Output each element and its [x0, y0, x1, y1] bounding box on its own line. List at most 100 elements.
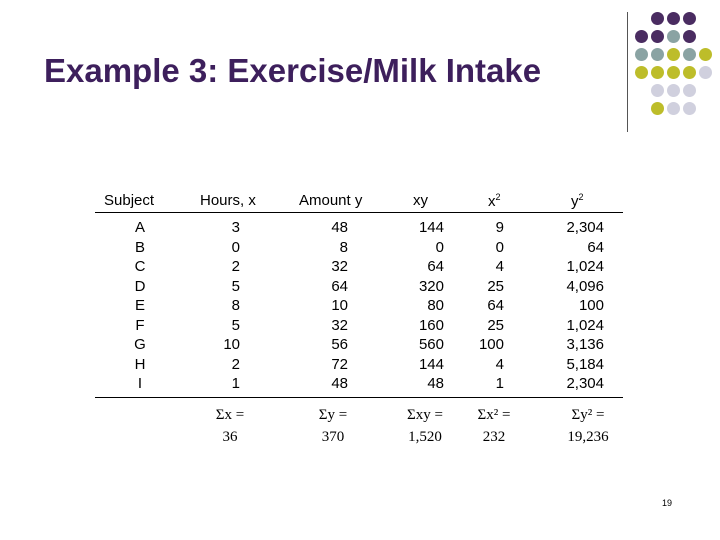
table-cell-hours-4: 5 — [231, 277, 240, 295]
table-cell-y2-7: 3,136 — [566, 336, 604, 353]
decor-dot — [683, 66, 696, 79]
header-x2-base: x — [488, 193, 496, 210]
table-cell-y2-1: 2,304 — [566, 219, 604, 236]
table-cell-subjects-2: B — [134, 238, 145, 256]
sum-y: Σy = 370 — [303, 404, 363, 448]
table-cell-y2-2: 64 — [587, 238, 604, 256]
sum-y2-label: Σy² = — [571, 407, 605, 423]
decor-dot — [667, 48, 680, 61]
header-hours: Hours, x — [200, 192, 256, 209]
decor-dot — [651, 30, 664, 43]
column-x2: 9 0 4 25 64 25 100 4 1 — [468, 218, 504, 394]
page-number: 19 — [662, 498, 673, 508]
decor-dot — [667, 66, 680, 79]
decor-dot — [683, 84, 696, 97]
table-cell-amount-2: 8 — [339, 238, 348, 256]
table-cell-subjects-8: H — [134, 355, 146, 373]
sum-xy-label: Σxy = — [407, 407, 443, 423]
decor-dot — [635, 30, 648, 43]
table-cell-y2-9: 2,304 — [566, 375, 604, 392]
table-cell-x2-2: 0 — [495, 238, 504, 256]
sum-x-label: Σx = — [215, 407, 245, 423]
decor-dot — [651, 84, 664, 97]
table-cell-amount-4: 64 — [331, 277, 348, 295]
decor-dot — [651, 12, 664, 25]
decor-dot — [683, 48, 696, 61]
table-cell-amount-3: 32 — [331, 258, 348, 275]
column-xy: 144 0 64 320 80 160 560 144 48 — [400, 218, 444, 394]
table-cell-subjects-4: D — [134, 277, 146, 295]
table-cell-amount-9: 48 — [331, 375, 348, 392]
table-cell-subjects-9: I — [137, 375, 143, 392]
decor-dot — [667, 84, 680, 97]
table-cell-hours-5: 8 — [231, 297, 240, 314]
sum-y2-value: 19,236 — [567, 429, 609, 445]
table-cell-amount-8: 72 — [331, 355, 348, 373]
table-cell-xy-4: 320 — [418, 277, 444, 295]
table-cell-subjects-3: C — [134, 258, 146, 275]
column-amount: 48 8 32 64 10 32 56 72 48 — [310, 218, 348, 394]
table-cell-y2-8: 5,184 — [566, 355, 604, 373]
header-amount: Amount y — [299, 192, 363, 209]
table-cell-x2-9: 1 — [495, 375, 504, 392]
table-cell-x2-4: 25 — [487, 277, 504, 295]
header-subject: Subject — [104, 192, 155, 209]
header-x2-exponent: 2 — [495, 192, 501, 202]
table-cell-amount-7: 56 — [331, 336, 348, 353]
table-cell-xy-5: 80 — [427, 297, 444, 314]
table-cell-x2-1: 9 — [495, 219, 504, 236]
slide-title: Example 3: Exercise/Milk Intake — [44, 52, 542, 89]
decor-dot — [683, 102, 696, 115]
sum-rule — [95, 397, 623, 398]
table-cell-hours-2: 0 — [231, 238, 240, 256]
decor-dot — [651, 102, 664, 115]
header-y2-base: y — [571, 193, 579, 210]
decor-dot — [651, 48, 664, 61]
table-cell-hours-1: 3 — [231, 219, 240, 236]
decor-dot — [635, 66, 648, 79]
table-cell-y2-5: 100 — [578, 297, 604, 314]
sum-x2: Σx² = 232 — [463, 404, 525, 448]
table-cell-hours-3: 2 — [231, 258, 240, 275]
sum-x2-value: 232 — [482, 429, 506, 445]
sum-x: Σx = 36 — [200, 404, 260, 448]
table-cell-subjects-5: E — [134, 297, 145, 314]
table-cell-hours-6: 5 — [231, 316, 240, 334]
sum-x2-label: Σx² = — [477, 407, 511, 423]
decor-dot — [635, 48, 648, 61]
table-cell-xy-9: 48 — [427, 375, 444, 392]
sum-xy-value: 1,520 — [408, 429, 442, 445]
table-cell-y2-6: 1,024 — [566, 316, 604, 334]
table-cell-xy-2: 0 — [435, 238, 444, 256]
column-y2: 2,304 64 1,024 4,096 100 1,024 3,136 5,184 2,304 — [548, 218, 604, 394]
header-xy: xy — [413, 192, 428, 209]
table-cell-subjects-7: G — [134, 336, 146, 353]
table-cell-y2-3: 1,024 — [566, 258, 604, 275]
table-cell-y2-4: 4,096 — [566, 277, 604, 295]
table-cell-x2-3: 4 — [495, 258, 504, 275]
table-cell-x2-5: 64 — [487, 297, 504, 314]
sum-y2: Σy² = 19,236 — [548, 404, 628, 448]
table-cell-hours-9: 1 — [231, 375, 240, 392]
decor-dot — [667, 102, 680, 115]
header-y2: y2 — [571, 192, 584, 210]
table-cell-amount-5: 10 — [331, 297, 348, 314]
header-hours-text: Hours, x — [200, 192, 256, 209]
header-rule — [95, 212, 623, 213]
table-cell-hours-8: 2 — [231, 355, 240, 373]
title-divider-line — [627, 12, 628, 132]
table-cell-hours-7: 10 — [223, 336, 240, 353]
decor-dot — [651, 66, 664, 79]
header-y2-exponent: 2 — [578, 192, 584, 202]
column-hours: 3 0 2 5 8 5 10 2 1 — [200, 218, 240, 394]
table-cell-subjects-6: F — [135, 316, 145, 334]
decor-dot — [683, 30, 696, 43]
table-cell-xy-1: 144 — [418, 219, 444, 236]
decor-dot — [699, 48, 712, 61]
table-cell-xy-7: 560 — [418, 336, 444, 353]
decor-dot — [683, 12, 696, 25]
table-cell-xy-8: 144 — [418, 355, 444, 373]
table-cell-subjects-1: A — [134, 219, 145, 236]
table-cell-amount-1: 48 — [331, 219, 348, 236]
table-cell-amount-6: 32 — [331, 316, 348, 334]
